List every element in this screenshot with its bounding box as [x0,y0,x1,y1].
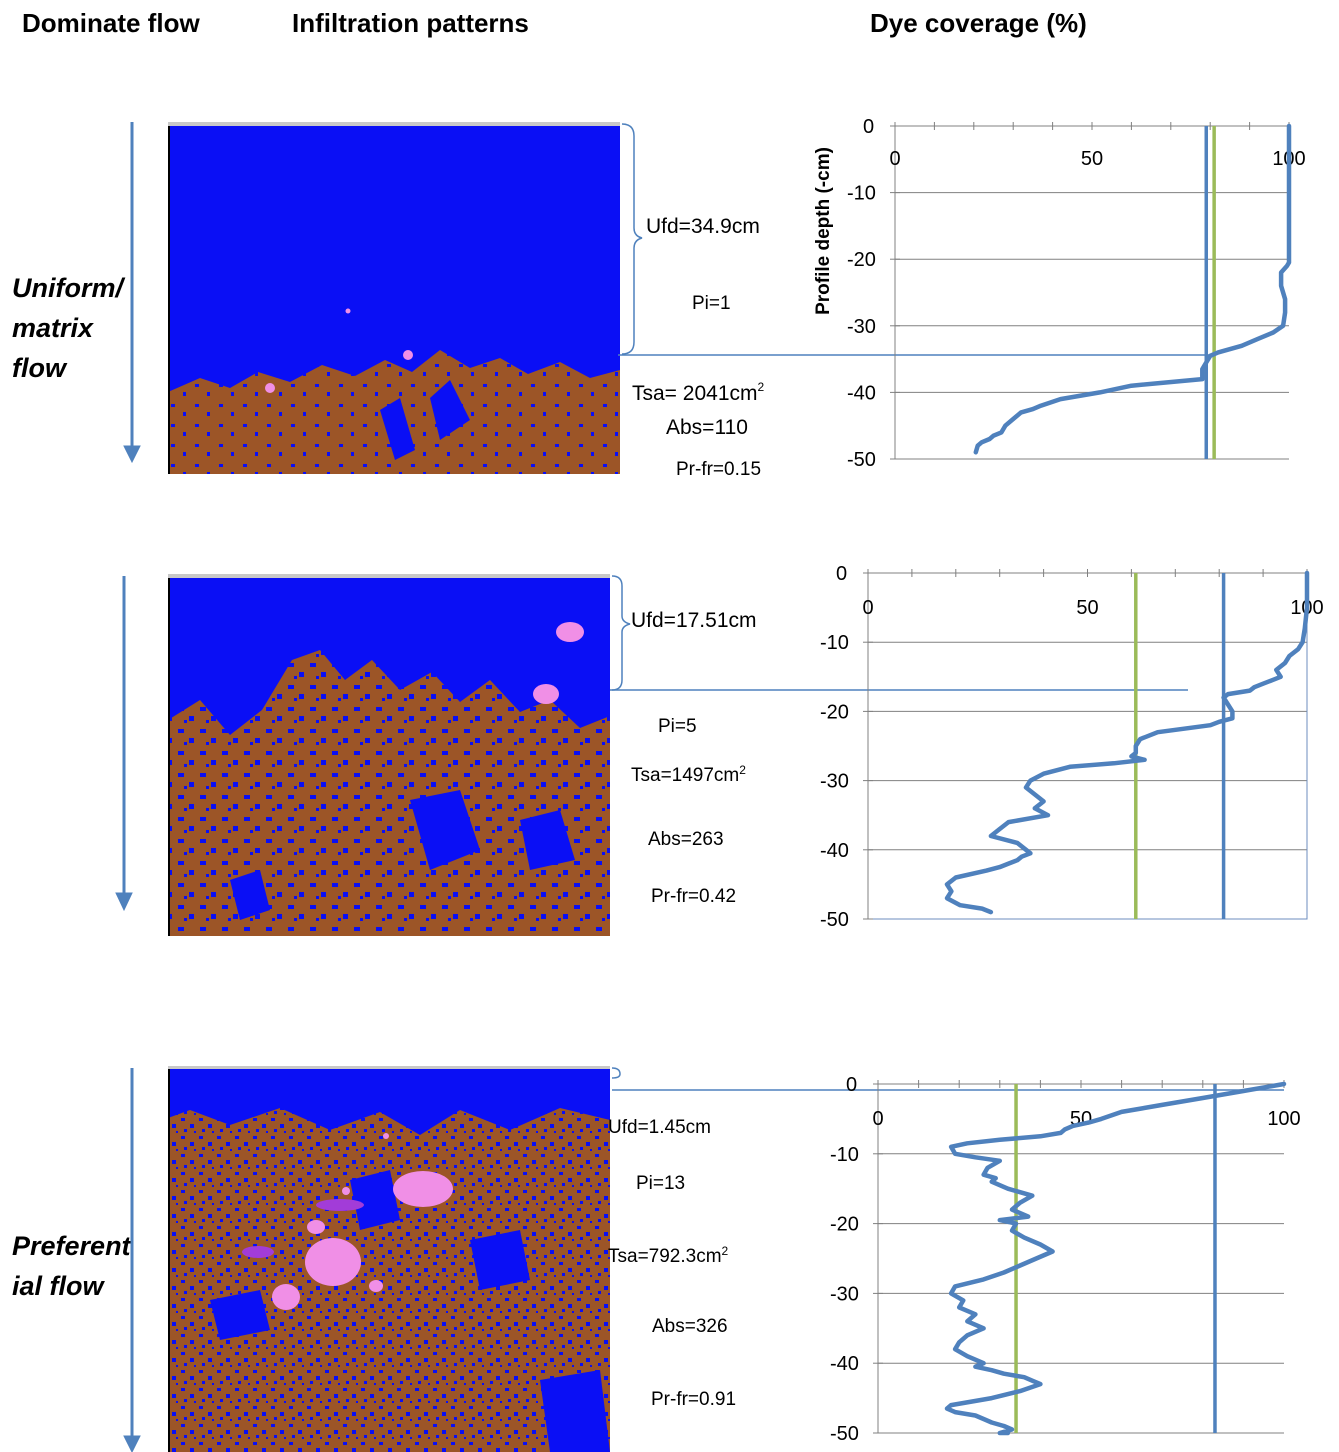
y-tick-label: -30 [830,1283,859,1305]
tsa-value: Tsa=1497cm [631,765,740,786]
x-tick-label: 0 [889,148,900,170]
prfr-label: Pr-fr=0.15 [676,459,762,480]
dye-pattern-image-1 [168,122,620,474]
y-tick-label: -10 [820,632,849,654]
pi-label: Pi=5 [658,716,697,737]
y-tick-label: 0 [863,116,874,138]
tsa-value: Tsa=792.3cm [608,1246,722,1267]
y-tick-label: -30 [847,316,876,338]
y-tick-label: -20 [830,1214,859,1236]
ufd-label: Ufd=1.45cm [608,1117,711,1138]
chart-3: 0-10-20-30-40-500 50 100 [830,1074,1301,1445]
y-tick-label: -30 [820,771,849,793]
abs-label: Abs=263 [648,829,724,850]
ufd-label: Ufd=34.9cm [646,215,760,238]
y-tick-label: -50 [847,449,876,471]
x-tick-label: 50 [1076,597,1098,619]
flow-label-line: Preferent [12,1231,131,1261]
x-tick-label: 50 [1081,148,1103,170]
bracket-ufd-3 [611,1067,621,1079]
dye-pattern-image-3 [168,1066,610,1452]
x-tick-label: 100 [1267,1108,1300,1130]
down-arrow-icon [115,576,133,912]
y-tick-label: -50 [830,1423,859,1445]
chart-2: 0-10-20-30-40-500 50 100 [820,563,1324,931]
bracket-ufd-2 [611,575,631,691]
flow-label-line: ial flow [12,1271,104,1301]
pi-label: Pi=13 [636,1173,686,1194]
y-tick-label: -40 [830,1353,859,1375]
tsa-label: Tsa=792.3cm2 [608,1244,729,1268]
dye-pattern-image-2 [168,574,610,936]
tsa-label: Tsa= 2041cm2 [632,380,765,406]
tsa-superscript: 2 [739,763,746,777]
abs-label: Abs=326 [652,1316,728,1337]
bracket-ufd-1 [621,123,643,355]
pi-label: Pi=1 [692,293,731,314]
flow-label-preferential: Preferent ial flow [12,1226,142,1306]
ufd-label: Ufd=17.51cm [631,609,757,632]
y-tick-label: -40 [847,382,876,404]
y-tick-label: -10 [830,1144,859,1166]
dye-coverage-series-line [973,123,1292,455]
down-arrow-icon [123,1068,141,1452]
abs-label: Abs=110 [666,416,748,439]
dye-coverage-series-line [944,1081,1287,1436]
flow-label-uniform: Uniform/matrix flow [12,268,142,388]
down-arrow-icon [123,122,141,464]
tsa-superscript: 2 [721,1244,729,1258]
tsa-superscript: 2 [757,380,765,394]
y-tick-label: -40 [820,840,849,862]
header-infiltration-patterns: Infiltration patterns [292,8,529,38]
dye-coverage-series-line [944,570,1310,915]
y-tick-label: -50 [820,909,849,931]
y-tick-label: -20 [820,701,849,723]
flow-label-line: flow [12,353,66,383]
y-tick-label: -10 [847,183,876,205]
tsa-value: Tsa= 2041cm [632,382,758,405]
header-dye-coverage: Dye coverage (%) [870,8,1087,38]
flow-label-line: matrix [12,313,94,343]
header-dominate-flow: Dominate flow [22,8,200,38]
y-tick-label: 0 [846,1074,857,1096]
y-axis-label: Profile depth (-cm) [813,147,834,315]
x-tick-label: 0 [872,1108,883,1130]
prfr-label: Pr-fr=0.91 [651,1389,737,1410]
plot-area-border [867,572,1308,920]
y-tick-label: 0 [836,563,847,585]
y-tick-label: -20 [847,249,876,271]
flow-label-line: Uniform/ [12,273,123,303]
x-tick-label: 0 [862,597,873,619]
prfr-label: Pr-fr=0.42 [651,886,737,907]
tsa-label: Tsa=1497cm2 [631,763,746,787]
